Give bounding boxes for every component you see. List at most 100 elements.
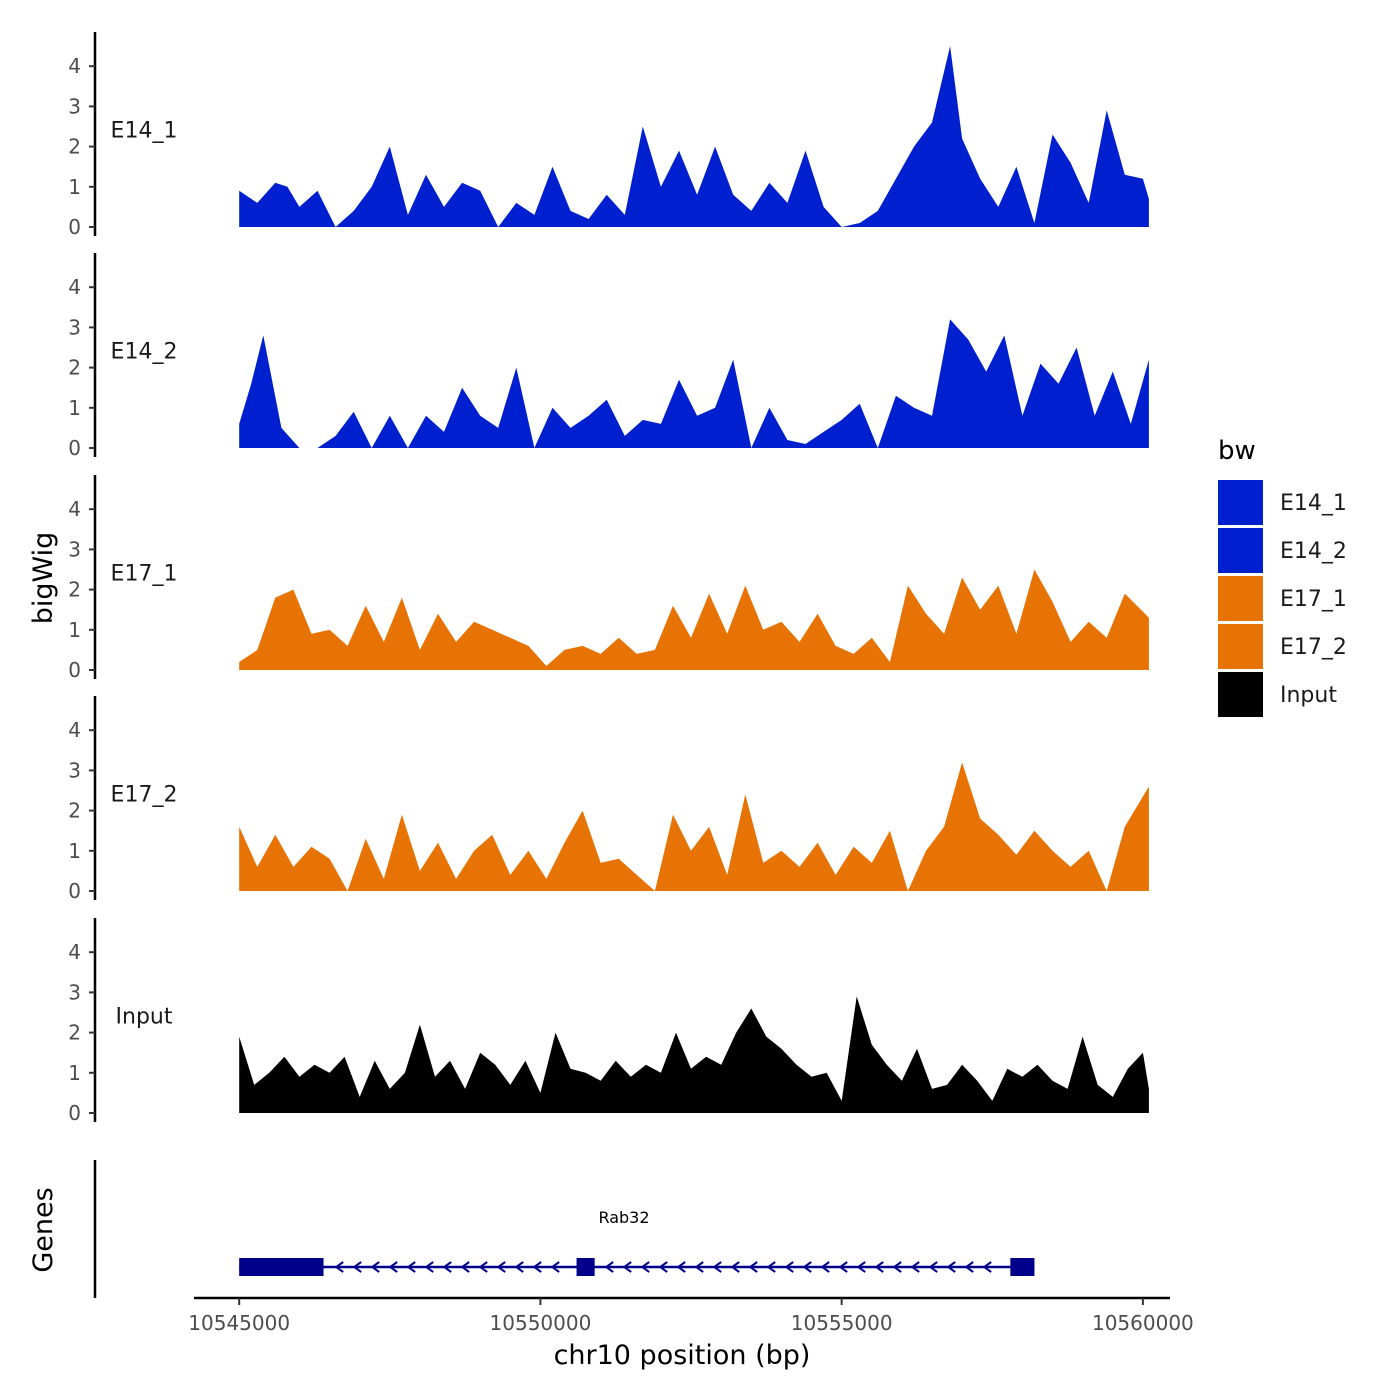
y-tick-label: 3 <box>68 94 81 118</box>
y-tick-label: 0 <box>68 658 81 682</box>
strand-arrow <box>352 1261 362 1273</box>
y-tick-label: 3 <box>68 537 81 561</box>
legend-swatch-E17_2 <box>1218 624 1263 669</box>
legend-swatch-E14_1 <box>1218 480 1263 525</box>
strand-arrow <box>748 1261 758 1273</box>
strand-arrow <box>424 1261 434 1273</box>
strand-arrow <box>460 1261 470 1273</box>
strand-arrow <box>496 1261 506 1273</box>
track-label: Input <box>116 1005 173 1030</box>
strand-arrow <box>658 1261 668 1273</box>
y-tick-label: 3 <box>68 315 81 339</box>
x-tick-label: 10560000 <box>1092 1311 1194 1335</box>
strand-arrow <box>550 1261 560 1273</box>
track-Input: 0 1 2 3 4 Input <box>68 918 1149 1125</box>
y-tick-label: 2 <box>68 799 81 823</box>
strand-arrow <box>532 1261 542 1273</box>
x-tick-label: 10550000 <box>490 1311 592 1335</box>
y-tick-label: 3 <box>68 758 81 782</box>
strand-arrow <box>676 1261 686 1273</box>
strand-arrow <box>640 1261 650 1273</box>
track-E14_2: 0 1 2 3 4 E14_2 <box>68 253 1149 460</box>
y-tick-label: 2 <box>68 135 81 159</box>
y-tick-label: 4 <box>68 940 81 964</box>
legend: bw E14_1 E14_2 E17_1 E17_2 Input <box>1218 436 1347 717</box>
strand-arrow <box>838 1261 848 1273</box>
strand-arrow <box>784 1261 794 1273</box>
y-tick-label: 4 <box>68 497 81 521</box>
y-tick-label: 0 <box>68 436 81 460</box>
y-tick-label: 1 <box>68 618 81 642</box>
legend-label: Input <box>1280 683 1337 708</box>
legend-swatch-E17_1 <box>1218 576 1263 621</box>
legend-label: E17_1 <box>1280 587 1347 612</box>
legend-swatch-E14_2 <box>1218 528 1263 573</box>
track-label: E14_2 <box>111 340 178 365</box>
strand-arrow <box>910 1261 920 1273</box>
strand-arrow <box>946 1261 956 1273</box>
x-axis-title: chr10 position (bp) <box>554 1340 811 1371</box>
strand-arrow <box>928 1261 938 1273</box>
strand-arrow <box>820 1261 830 1273</box>
strand-arrow <box>730 1261 740 1273</box>
y-tick-label: 2 <box>68 578 81 602</box>
gene-exon <box>576 1258 595 1276</box>
strand-arrow <box>478 1261 488 1273</box>
strand-arrow <box>604 1261 614 1273</box>
x-axis: 10545000 10550000 10555000 10560000 <box>188 1296 1194 1335</box>
track-label: E14_1 <box>111 119 178 144</box>
y-tick-label: 1 <box>68 1061 81 1085</box>
legend-label: E17_2 <box>1280 635 1347 660</box>
track-E17_1: 0 1 2 3 4 E17_1 <box>68 475 1149 682</box>
y-axis-title: bigWig <box>28 532 59 625</box>
y-tick-label: 1 <box>68 839 81 863</box>
strand-arrow <box>514 1261 524 1273</box>
genes-axis-title: Genes <box>28 1187 59 1272</box>
coverage-area-E14_2 <box>239 319 1149 448</box>
y-tick-label: 0 <box>68 879 81 903</box>
strand-arrow <box>712 1261 722 1273</box>
strand-arrow <box>442 1261 452 1273</box>
gene-Rab32: Rab32 <box>239 1208 1035 1276</box>
y-tick-label: 3 <box>68 980 81 1004</box>
strand-arrow <box>622 1261 632 1273</box>
coverage-area-E14_1 <box>239 46 1149 227</box>
strand-arrow <box>892 1261 902 1273</box>
y-tick-label: 2 <box>68 1021 81 1045</box>
strand-arrow <box>856 1261 866 1273</box>
legend-swatch-Input <box>1218 672 1263 717</box>
strand-arrow <box>334 1261 344 1273</box>
track-E14_1: 0 1 2 3 4 E14_1 <box>68 32 1149 239</box>
genes-track: Rab32 <box>93 1160 1035 1298</box>
track-label: E17_2 <box>111 783 178 808</box>
strand-arrow <box>982 1261 992 1273</box>
legend-title: bw <box>1218 436 1256 466</box>
gene-exon <box>239 1258 324 1276</box>
track-panels: 0 1 2 3 4 E14_1 0 1 2 3 4 E14_2 0 1 2 3 4 E17_1 0 1 2 3 4 E17_2… <box>68 32 1149 1125</box>
y-tick-label: 0 <box>68 1101 81 1125</box>
strand-arrow <box>964 1261 974 1273</box>
y-tick-label: 4 <box>68 718 81 742</box>
coverage-area-Input <box>239 996 1149 1113</box>
strand-arrow <box>694 1261 704 1273</box>
gene-name-label: Rab32 <box>598 1208 649 1227</box>
legend-label: E14_1 <box>1280 491 1347 516</box>
strand-arrow <box>370 1261 380 1273</box>
strand-arrow <box>874 1261 884 1273</box>
strand-arrow <box>802 1261 812 1273</box>
x-tick-label: 10545000 <box>188 1311 290 1335</box>
strand-arrow <box>388 1261 398 1273</box>
x-tick-label: 10555000 <box>791 1311 893 1335</box>
gene-exon <box>1010 1258 1035 1276</box>
strand-arrow <box>406 1261 416 1273</box>
y-tick-label: 4 <box>68 275 81 299</box>
y-tick-label: 2 <box>68 356 81 380</box>
y-tick-label: 0 <box>68 215 81 239</box>
track-label: E17_1 <box>111 562 178 587</box>
coverage-area-E17_2 <box>239 762 1149 891</box>
y-tick-label: 4 <box>68 54 81 78</box>
legend-label: E14_2 <box>1280 539 1347 564</box>
coverage-area-E17_1 <box>239 569 1149 670</box>
track-E17_2: 0 1 2 3 4 E17_2 <box>68 696 1149 903</box>
